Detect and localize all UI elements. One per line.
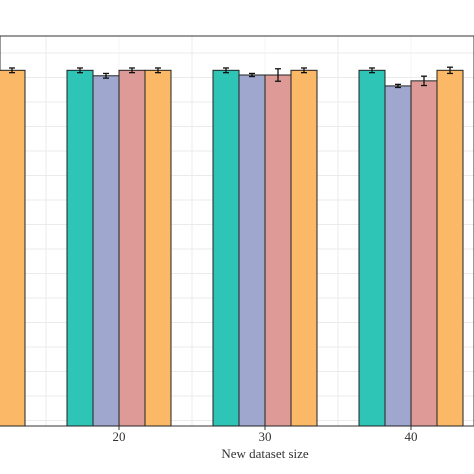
bar-40-series-2 [384, 85, 412, 427]
bar-40-series-3 [410, 80, 438, 427]
bar-20-series-4 [144, 69, 172, 427]
error-bar-30-series-1 [223, 67, 229, 74]
error-bar-20-series-2 [103, 72, 109, 79]
x-axis-label: New dataset size [221, 446, 309, 461]
bar-30-series-2 [238, 74, 266, 427]
bar-40-series-4 [436, 69, 464, 427]
bar-20-series-3 [118, 69, 146, 427]
x-tick-label: 30 [259, 429, 272, 444]
error-bar-40-series-2 [395, 83, 401, 89]
bar-30-series-4 [290, 69, 318, 427]
error-bar-40-series-3 [421, 75, 427, 87]
error-bar-20-series-4 [155, 67, 161, 74]
bar-10-series-4 [0, 69, 26, 427]
error-bar-20-series-1 [77, 67, 83, 74]
bar-40-series-1 [358, 69, 386, 427]
error-bar-10-series-4 [9, 67, 15, 74]
error-bar-20-series-3 [129, 67, 135, 74]
bar-20-series-2 [92, 75, 120, 427]
bars [0, 66, 464, 427]
error-bar-40-series-1 [369, 67, 375, 74]
bar-30-series-3 [264, 74, 292, 427]
x-ticks: 20 30 40 [113, 426, 418, 444]
x-tick-label: 20 [113, 429, 126, 444]
bar-30-series-1 [212, 69, 240, 427]
x-tick-label: 40 [405, 429, 418, 444]
bar-20-series-1 [66, 69, 94, 427]
error-bar-30-series-2 [249, 72, 255, 78]
error-bar-30-series-3 [275, 68, 281, 82]
error-bar-40-series-4 [447, 66, 453, 75]
error-bar-30-series-4 [301, 67, 307, 74]
